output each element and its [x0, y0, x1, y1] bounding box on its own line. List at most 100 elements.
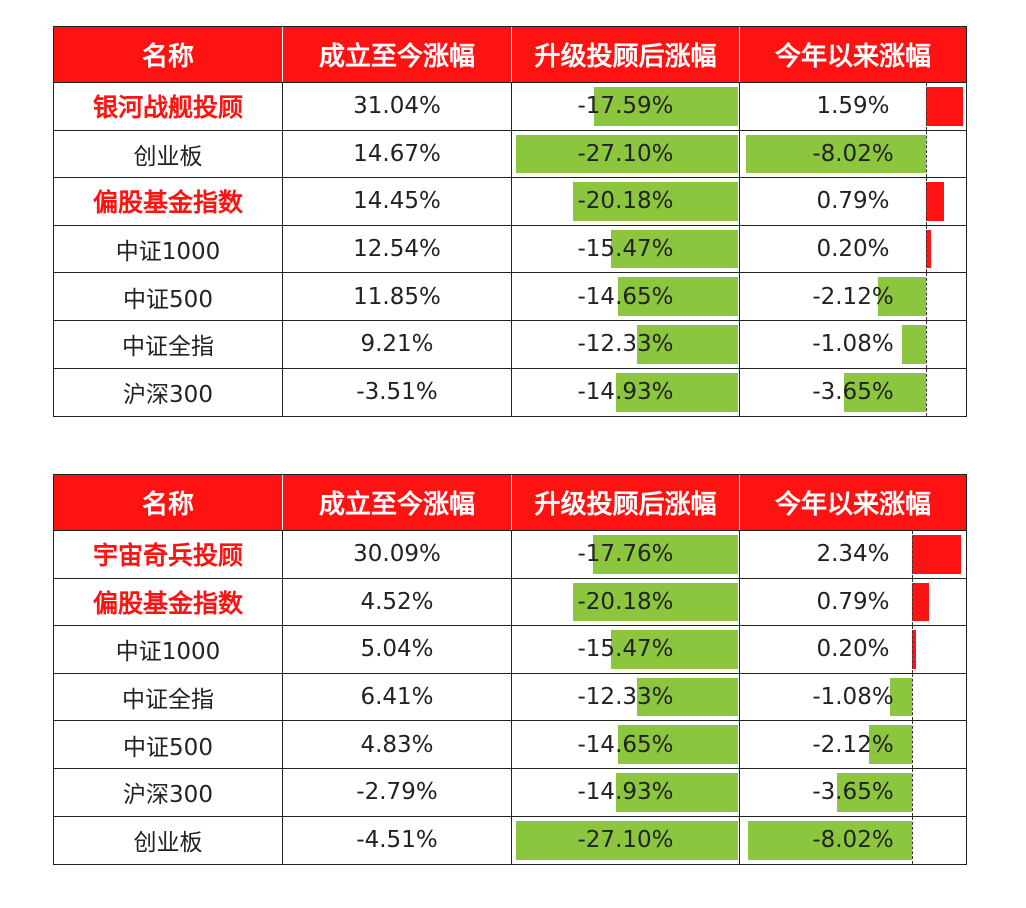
row-since-upgrade: -12.33% [512, 673, 740, 721]
since-upgrade-bar [516, 820, 738, 861]
ytd-value: 0.79% [816, 188, 890, 215]
header-since-upgrade: 升级投顾后涨幅 [512, 475, 740, 530]
ytd-bar [912, 630, 917, 669]
row-since-inception: -4.51% [283, 816, 512, 865]
since-upgrade-value: -14.93% [577, 779, 674, 806]
comparison-table-1: 名称 成立至今涨幅 升级投顾后涨幅 今年以来涨幅 银河战舰投顾 31.04% -17… [53, 26, 967, 418]
row-name: 创业板 [54, 816, 283, 865]
ytd-bar [889, 677, 912, 717]
header-ytd: 今年以来涨幅 [774, 490, 931, 520]
row-since-upgrade: -12.33% [512, 320, 740, 368]
row-since-inception: 14.67% [283, 130, 512, 178]
since-upgrade-value: -20.18% [577, 188, 674, 215]
since-upgrade-value: -27.10% [577, 827, 674, 854]
ytd-value: 2.34% [816, 541, 890, 568]
table-header: 名称 成立至今涨幅 升级投顾后涨幅 今年以来涨幅 [54, 475, 966, 531]
table-row: 中证1000 5.04% -15.47% 0.20% [54, 626, 966, 674]
ytd-value: -3.65% [812, 379, 894, 406]
ytd-value: -8.02% [812, 827, 894, 854]
ytd-zero-line [912, 531, 913, 578]
row-name: 银河战舰投顾 [54, 83, 283, 130]
since-upgrade-value: -20.18% [577, 588, 674, 615]
row-ytd: -1.08% [740, 320, 966, 368]
ytd-zero-line [912, 721, 913, 768]
ytd-bar [868, 725, 912, 764]
ytd-bar [878, 277, 926, 316]
ytd-zero-line [926, 368, 927, 417]
row-name: 中证全指 [54, 320, 283, 368]
row-since-upgrade: -14.65% [512, 273, 740, 320]
ytd-zero-line [912, 578, 913, 626]
ytd-bar [926, 229, 931, 269]
since-upgrade-value: -17.76% [577, 541, 674, 568]
row-name: 中证1000 [54, 626, 283, 673]
since-upgrade-bar [611, 630, 738, 669]
row-since-inception: 4.83% [283, 721, 512, 768]
row-name: 中证500 [54, 273, 283, 320]
since-upgrade-bar [615, 772, 738, 812]
ytd-bar [901, 324, 926, 364]
row-since-upgrade: -15.47% [512, 225, 740, 273]
table-row: 沪深300 -2.79% -14.93% -3.65% [54, 768, 966, 817]
since-upgrade-bar [617, 725, 738, 764]
ytd-value: 0.79% [816, 588, 890, 615]
table-body: 宇宙奇兵投顾 30.09% -17.76% 2.34% 偏股基金指数 4.52% -20.1… [54, 531, 966, 865]
row-name: 偏股基金指数 [54, 578, 283, 626]
row-since-inception: -2.79% [283, 768, 512, 816]
table-row: 中证1000 12.54% -15.47% 0.20% [54, 225, 966, 274]
row-since-inception: -3.51% [283, 368, 512, 417]
ytd-bar [837, 772, 912, 812]
row-name: 中证全指 [54, 673, 283, 721]
row-since-inception: 31.04% [283, 83, 512, 130]
row-name: 宇宙奇兵投顾 [54, 531, 283, 578]
ytd-bar [912, 535, 962, 574]
table-row: 银河战舰投顾 31.04% -17.59% 1.59% [54, 83, 966, 131]
row-ytd: -3.65% [740, 768, 966, 816]
ytd-zero-line [926, 130, 927, 178]
table-row: 创业板 -4.51% -27.10% -8.02% [54, 816, 966, 865]
row-since-upgrade: -20.18% [512, 178, 740, 225]
row-ytd: 2.34% [740, 531, 966, 578]
ytd-zero-line [926, 225, 927, 273]
table-row: 偏股基金指数 4.52% -20.18% 0.79% [54, 578, 966, 627]
ytd-zero-line [926, 178, 927, 225]
since-upgrade-bar [516, 134, 738, 174]
table-body: 银河战舰投顾 31.04% -17.59% 1.59% 创业板 14.67% -27.10%… [54, 83, 966, 417]
row-since-inception: 4.52% [283, 578, 512, 626]
ytd-value: -2.12% [812, 283, 894, 310]
since-upgrade-value: -12.33% [577, 684, 674, 711]
row-name: 偏股基金指数 [54, 178, 283, 225]
since-upgrade-bar [572, 582, 738, 622]
table-row: 中证全指 6.41% -12.33% -1.08% [54, 673, 966, 722]
since-upgrade-bar [611, 229, 738, 269]
ytd-bar [745, 134, 926, 174]
row-since-upgrade: -17.76% [512, 531, 740, 578]
since-upgrade-value: -14.65% [577, 731, 674, 758]
row-ytd: -3.65% [740, 368, 966, 417]
table-row: 宇宙奇兵投顾 30.09% -17.76% 2.34% [54, 531, 966, 579]
ytd-value: -2.12% [812, 731, 894, 758]
header-name: 名称 [54, 27, 283, 82]
ytd-bar [843, 372, 926, 413]
table-header: 名称 成立至今涨幅 升级投顾后涨幅 今年以来涨幅 [54, 27, 966, 83]
ytd-zero-line [912, 673, 913, 721]
row-since-upgrade: -20.18% [512, 578, 740, 626]
since-upgrade-value: -27.10% [577, 140, 674, 167]
row-name: 沪深300 [54, 368, 283, 417]
row-since-inception: 11.85% [283, 273, 512, 320]
table-row: 中证500 11.85% -14.65% -2.12% [54, 273, 966, 321]
ytd-bar [747, 820, 912, 861]
ytd-zero-line [926, 273, 927, 320]
comparison-table-2: 名称 成立至今涨幅 升级投顾后涨幅 今年以来涨幅 宇宙奇兵投顾 30.09% -17… [53, 474, 967, 866]
since-upgrade-bar [572, 182, 738, 221]
ytd-bar [912, 582, 929, 622]
row-since-inception: 6.41% [283, 673, 512, 721]
since-upgrade-bar [617, 277, 738, 316]
row-since-upgrade: -27.10% [512, 816, 740, 865]
row-since-upgrade: -14.65% [512, 721, 740, 768]
since-upgrade-value: -15.47% [577, 236, 674, 263]
header-since-upgrade: 升级投顾后涨幅 [512, 27, 740, 82]
since-upgrade-bar [615, 372, 738, 413]
ytd-zero-line [912, 626, 913, 673]
ytd-value: -8.02% [812, 140, 894, 167]
